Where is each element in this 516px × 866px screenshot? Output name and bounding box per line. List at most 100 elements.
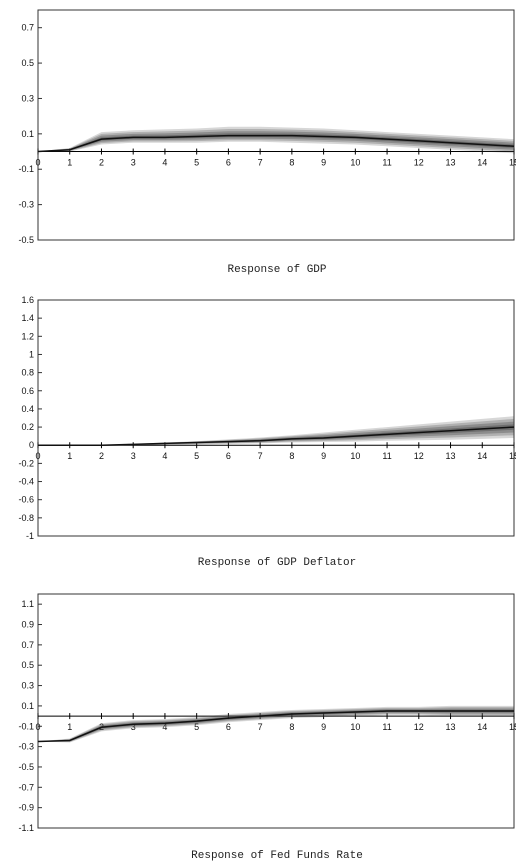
confidence-band <box>38 131 514 152</box>
x-tick-label: 3 <box>131 158 136 168</box>
y-tick-label: -0.1 <box>18 721 34 731</box>
fed-funds-chart: 1.1 0.9 0.7 0.5 0.3 0.1 -0.1 -0.3 -0.5 -0.7 -0.9 -1… <box>18 593 516 833</box>
x-tick-label: 6 <box>226 451 231 461</box>
gdp-deflator-chart: 1.61.41.210.80.60.40.20-0.2-0.4-0.6-0.8-… <box>18 295 516 541</box>
x-tick-label: 10 <box>350 722 360 732</box>
y-tick-label: -0.7 <box>18 782 34 792</box>
y-tick-label: -0.4 <box>18 477 34 487</box>
response-line <box>38 426 515 446</box>
y-tick-label: -0.1 <box>18 164 34 174</box>
y-tick-label: 0.3 <box>21 681 34 691</box>
x-tick-label: 8 <box>289 722 294 732</box>
x-tick-label: 7 <box>258 158 263 168</box>
x-tick-label: 14 <box>477 451 487 461</box>
plot-frame <box>37 9 515 241</box>
y-tick-label: 0.9 <box>21 620 34 630</box>
x-tick-label: 14 <box>477 158 487 168</box>
confidence-band <box>38 705 514 743</box>
y-tick-label: 0.4 <box>21 404 34 414</box>
x-tick-label: 12 <box>414 158 424 168</box>
y-tick-label: 0.1 <box>21 129 34 139</box>
y-tick-label: -0.8 <box>18 513 34 523</box>
x-tick-label: 5 <box>194 158 199 168</box>
x-tick-label: 12 <box>414 722 424 732</box>
x-tick-label: 7 <box>258 451 263 461</box>
y-tick-label: 0.2 <box>21 422 34 432</box>
confidence-band <box>38 421 514 446</box>
y-tick-label: 0.6 <box>21 386 34 396</box>
y-tick-label: -0.9 <box>18 803 34 813</box>
x-tick-label: 6 <box>226 722 231 732</box>
confidence-band <box>38 128 514 152</box>
x-tick-label: 9 <box>321 451 326 461</box>
y-tick-label: -1.1 <box>18 823 34 833</box>
x-tick-label: 9 <box>321 722 326 732</box>
x-tick-label: 4 <box>162 158 167 168</box>
x-tick-label: 13 <box>446 158 456 168</box>
gdp-deflator-caption: Response of GDP Deflator <box>197 557 357 569</box>
response-line <box>37 134 515 153</box>
y-tick-label: 0 <box>29 440 34 450</box>
x-tick-label: 0 <box>35 722 40 732</box>
y-tick-label: -1 <box>26 531 34 541</box>
y-tick-label: -0.3 <box>18 742 34 752</box>
y-tick-label: -0.5 <box>18 762 34 772</box>
gdp-caption: Response of GDP <box>227 264 327 276</box>
y-tick-label: 1.6 <box>21 295 34 305</box>
fed-funds-caption: Response of Fed Funds Rate <box>191 850 363 862</box>
x-tick-label: 5 <box>194 722 199 732</box>
x-tick-label: 6 <box>226 158 231 168</box>
y-tick-label: -0.3 <box>18 200 34 210</box>
y-tick-label: 1.4 <box>21 313 34 323</box>
x-tick-label: 1 <box>67 722 72 732</box>
y-tick-label: -0.2 <box>18 458 34 468</box>
response-line <box>37 710 514 743</box>
x-tick-label: 4 <box>162 451 167 461</box>
x-tick-label: 1 <box>67 158 72 168</box>
y-tick-label: -0.5 <box>18 235 34 245</box>
x-tick-label: 15 <box>509 722 516 732</box>
plot-frame <box>37 299 515 537</box>
x-tick-label: 11 <box>382 158 391 168</box>
x-tick-label: 4 <box>162 722 167 732</box>
confidence-band <box>38 126 514 154</box>
x-tick-label: 8 <box>289 158 294 168</box>
y-tick-label: 0.3 <box>21 93 34 103</box>
x-tick-label: 13 <box>446 722 456 732</box>
gdp-deflator-panel: 1.6 1.4 1.2 1 0.8 0.6 0.4 0.2 0 -0.2 -0.4 -0.6 -0.8-… <box>0 290 516 580</box>
x-tick-label: 2 <box>99 451 104 461</box>
x-tick-label: 14 <box>477 722 487 732</box>
x-tick-label: 13 <box>446 451 456 461</box>
y-tick-label: 0.8 <box>21 368 34 378</box>
confidence-band <box>38 416 514 446</box>
y-tick-label: 0.5 <box>21 58 34 68</box>
x-tick-label: 8 <box>289 451 294 461</box>
y-tick-label: 0.7 <box>21 23 34 33</box>
y-tick-label: 0.1 <box>21 701 34 711</box>
fed-funds-panel: 1.1 0.9 0.7 0.5 0.3 0.1 -0.1 -0.3 -0.5 -0.7 -0.9 -1… <box>0 580 516 866</box>
x-tick-label: 0 <box>35 451 40 461</box>
gdp-panel: 0.7 0.5 0.3 0.1 -0.1 -0.3 -0.5 0 1 2 3 4 5 6 7 8 9 10 11 12… <box>0 0 516 290</box>
x-tick-label: 3 <box>131 722 136 732</box>
x-tick-label: 1 <box>67 451 72 461</box>
x-tick-label: 15 <box>509 158 516 168</box>
x-tick-label: 10 <box>350 451 360 461</box>
y-tick-label: 1.2 <box>21 331 34 341</box>
y-tick-label: 0.5 <box>21 660 34 670</box>
x-tick-label: 10 <box>350 158 360 168</box>
y-tick-label: 1 <box>29 349 34 359</box>
gdp-chart: 0.70.50.30.1-0.1-0.3-0.50 1 2 3 4 5 6 7 8 9 10 11 12… <box>18 9 516 245</box>
x-tick-label: 5 <box>194 451 199 461</box>
x-tick-label: 2 <box>99 158 104 168</box>
x-tick-label: 12 <box>414 451 424 461</box>
y-tick-label: 1.1 <box>21 599 34 609</box>
x-tick-label: 0 <box>35 158 40 168</box>
x-tick-label: 9 <box>321 158 326 168</box>
y-tick-label: 0.7 <box>21 640 34 650</box>
y-tick-label: -0.6 <box>18 495 34 505</box>
x-tick-label: 3 <box>131 451 136 461</box>
x-tick-label: 7 <box>258 722 263 732</box>
x-tick-label: 15 <box>509 451 516 461</box>
x-tick-label: 11 <box>382 451 391 461</box>
x-tick-label: 11 <box>382 722 391 732</box>
